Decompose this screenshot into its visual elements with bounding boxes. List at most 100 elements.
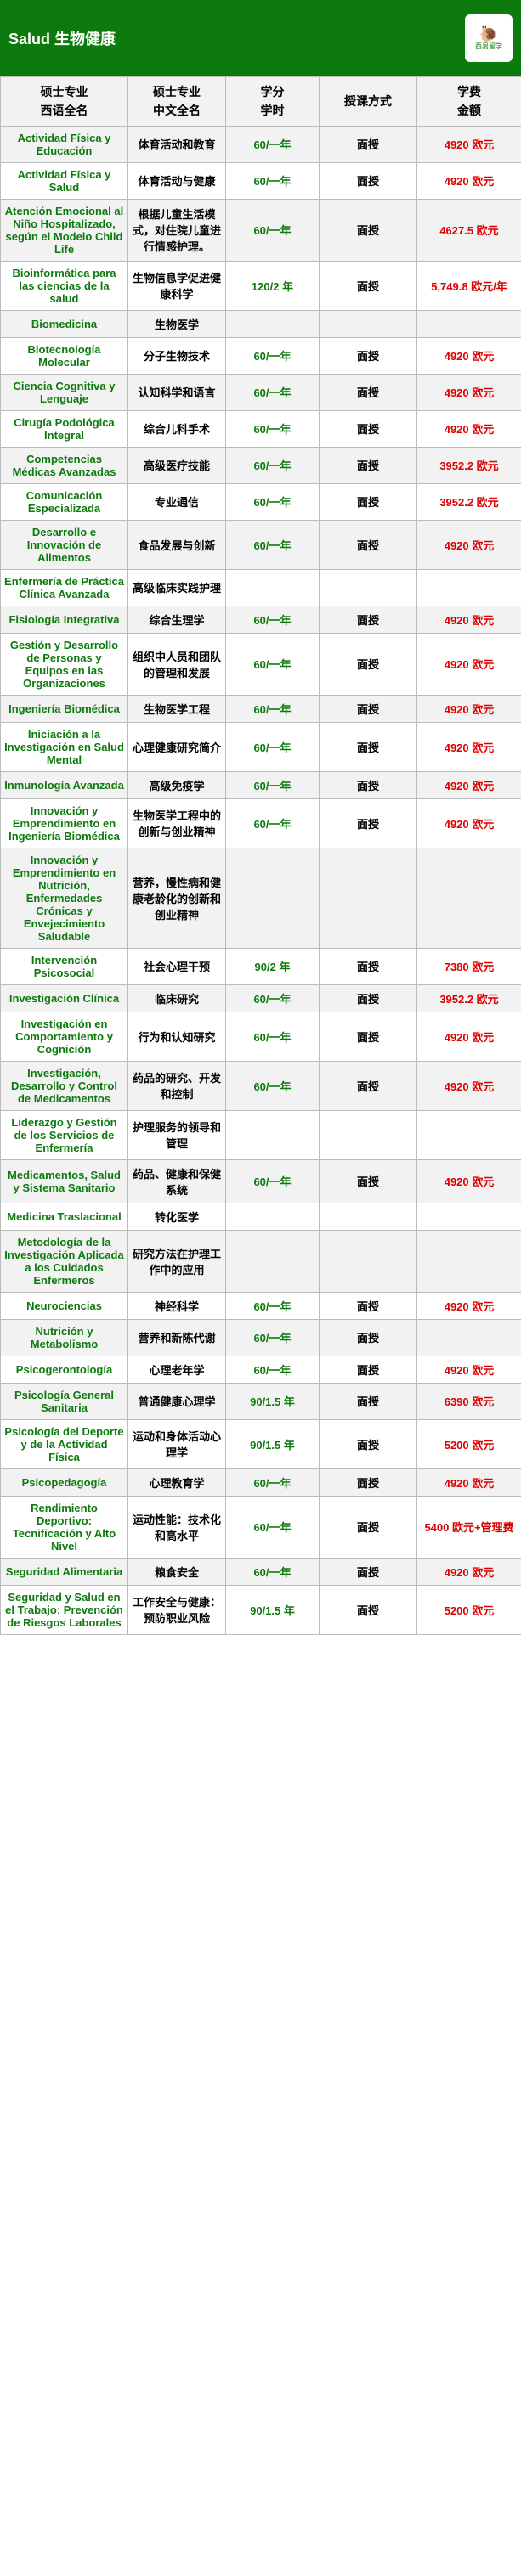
cell-spanish: Inmunología Avanzada xyxy=(1,771,128,798)
header-title: Salud 生物健康 xyxy=(8,27,116,49)
table-row: Psicología General Sanitaria普通健康心理学90/1.… xyxy=(1,1383,521,1419)
cell-spanish: Desarrollo e Innovación de Alimentos xyxy=(1,520,128,569)
cell-chinese: 体育活动与健康 xyxy=(128,162,226,199)
cell-credits: 60/一年 xyxy=(226,1468,320,1496)
table-row: Psicología del Deporte y de la Actividad… xyxy=(1,1419,521,1468)
cell-mode: 面授 xyxy=(320,1061,417,1110)
cell-credits: 60/一年 xyxy=(226,126,320,162)
cell-chinese: 临床研究 xyxy=(128,984,226,1012)
cell-credits: 60/一年 xyxy=(226,695,320,722)
col-spanish-name: 硕士专业 西语全名 xyxy=(1,77,128,127)
cell-tuition xyxy=(417,1230,521,1292)
cell-spanish: Nutrición y Metabolismo xyxy=(1,1319,128,1356)
cell-mode: 面授 xyxy=(320,1585,417,1634)
cell-spanish: Competencias Médicas Avanzadas xyxy=(1,447,128,483)
cell-chinese: 运动和身体活动心理学 xyxy=(128,1419,226,1468)
cell-mode: 面授 xyxy=(320,606,417,633)
cell-chinese: 高级免疫学 xyxy=(128,771,226,798)
cell-spanish: Medicamentos, Salud y Sistema Sanitario xyxy=(1,1159,128,1203)
cell-tuition: 5,749.8 欧元/年 xyxy=(417,261,521,310)
table-row: Competencias Médicas Avanzadas高级医疗技能60/一… xyxy=(1,447,521,483)
cell-credits: 60/一年 xyxy=(226,1558,320,1585)
table-row: Liderazgo y Gestión de los Servicios de … xyxy=(1,1110,521,1159)
table-row: Iniciación a la Investigación en Salud M… xyxy=(1,722,521,771)
table-row: Ciencia Cognitiva y Lenguaje认知科学和语言60/一年… xyxy=(1,374,521,410)
cell-spanish: Comunicación Especializada xyxy=(1,483,128,520)
cell-tuition: 6390 欧元 xyxy=(417,1383,521,1419)
page-header: Salud 生物健康 🐌 西易留学 xyxy=(0,0,521,76)
cell-mode: 面授 xyxy=(320,261,417,310)
cell-chinese: 生物医学 xyxy=(128,310,226,337)
cell-mode: 面授 xyxy=(320,1383,417,1419)
table-row: Investigación en Comportamiento y Cognic… xyxy=(1,1012,521,1061)
cell-chinese: 综合生理学 xyxy=(128,606,226,633)
cell-chinese: 行为和认知研究 xyxy=(128,1012,226,1061)
cell-mode: 面授 xyxy=(320,695,417,722)
cell-credits: 60/一年 xyxy=(226,1319,320,1356)
cell-mode: 面授 xyxy=(320,520,417,569)
cell-spanish: Rendimiento Deportivo: Tecnificación y A… xyxy=(1,1496,128,1558)
cell-mode: 面授 xyxy=(320,633,417,695)
cell-chinese: 转化医学 xyxy=(128,1203,226,1230)
cell-spanish: Neurociencias xyxy=(1,1292,128,1319)
table-header-row: 硕士专业 西语全名 硕士专业 中文全名 学分 学时 授课方式 学费 金额 xyxy=(1,77,521,127)
cell-credits: 60/一年 xyxy=(226,633,320,695)
table-row: Medicina Traslacional转化医学 xyxy=(1,1203,521,1230)
table-row: Metodología de la Investigación Aplicada… xyxy=(1,1230,521,1292)
table-row: Gestión y Desarrollo de Personas y Equip… xyxy=(1,633,521,695)
cell-spanish: Medicina Traslacional xyxy=(1,1203,128,1230)
cell-spanish: Bioinformática para las ciencias de la s… xyxy=(1,261,128,310)
cell-spanish: Metodología de la Investigación Aplicada… xyxy=(1,1230,128,1292)
cell-mode: 面授 xyxy=(320,337,417,374)
cell-mode: 面授 xyxy=(320,162,417,199)
cell-tuition: 5200 欧元 xyxy=(417,1419,521,1468)
cell-mode: 面授 xyxy=(320,722,417,771)
cell-spanish: Investigación en Comportamiento y Cognic… xyxy=(1,1012,128,1061)
cell-chinese: 认知科学和语言 xyxy=(128,374,226,410)
cell-mode: 面授 xyxy=(320,374,417,410)
cell-chinese: 食品发展与创新 xyxy=(128,520,226,569)
cell-spanish: Liderazgo y Gestión de los Servicios de … xyxy=(1,1110,128,1159)
table-row: Enfermería de Práctica Clínica Avanzada高… xyxy=(1,569,521,606)
table-row: Nutrición y Metabolismo营养和新陈代谢60/一年面授 xyxy=(1,1319,521,1356)
col-mode: 授课方式 xyxy=(320,77,417,127)
cell-credits: 60/一年 xyxy=(226,1496,320,1558)
cell-credits xyxy=(226,569,320,606)
cell-mode xyxy=(320,1203,417,1230)
cell-credits xyxy=(226,1203,320,1230)
table-row: Comunicación Especializada专业通信60/一年面授395… xyxy=(1,483,521,520)
cell-mode xyxy=(320,1230,417,1292)
cell-chinese: 社会心理干预 xyxy=(128,948,226,984)
cell-mode: 面授 xyxy=(320,1468,417,1496)
cell-credits: 60/一年 xyxy=(226,1159,320,1203)
cell-tuition: 4920 欧元 xyxy=(417,1468,521,1496)
table-row: Investigación Clínica临床研究60/一年面授3952.2 欧… xyxy=(1,984,521,1012)
cell-mode: 面授 xyxy=(320,199,417,261)
cell-credits: 120/2 年 xyxy=(226,261,320,310)
cell-mode: 面授 xyxy=(320,1012,417,1061)
cell-chinese: 组织中人员和团队的管理和发展 xyxy=(128,633,226,695)
table-row: Seguridad Alimentaria粮食安全60/一年面授4920 欧元 xyxy=(1,1558,521,1585)
cell-credits: 60/一年 xyxy=(226,722,320,771)
cell-chinese: 生物信息学促进健康科学 xyxy=(128,261,226,310)
cell-credits: 90/1.5 年 xyxy=(226,1419,320,1468)
col-chinese-name: 硕士专业 中文全名 xyxy=(128,77,226,127)
cell-spanish: Iniciación a la Investigación en Salud M… xyxy=(1,722,128,771)
cell-credits: 60/一年 xyxy=(226,447,320,483)
cell-tuition xyxy=(417,1319,521,1356)
cell-credits xyxy=(226,848,320,948)
cell-chinese: 根据儿童生活模式，对住院儿童进行情感护理。 xyxy=(128,199,226,261)
table-row: Rendimiento Deportivo: Tecnificación y A… xyxy=(1,1496,521,1558)
programs-table: 硕士专业 西语全名 硕士专业 中文全名 学分 学时 授课方式 学费 金额 Act… xyxy=(0,76,521,1635)
cell-tuition: 3952.2 欧元 xyxy=(417,984,521,1012)
cell-tuition xyxy=(417,1110,521,1159)
cell-credits: 90/1.5 年 xyxy=(226,1585,320,1634)
cell-credits xyxy=(226,1230,320,1292)
cell-tuition: 4627.5 欧元 xyxy=(417,199,521,261)
table-row: Actividad Física y Educación体育活动和教育60/一年… xyxy=(1,126,521,162)
table-row: Psicogerontología心理老年学60/一年面授4920 欧元 xyxy=(1,1356,521,1383)
cell-mode: 面授 xyxy=(320,798,417,848)
table-row: Fisiología Integrativa综合生理学60/一年面授4920 欧… xyxy=(1,606,521,633)
table-row: Ingeniería Biomédica生物医学工程60/一年面授4920 欧元 xyxy=(1,695,521,722)
cell-credits: 60/一年 xyxy=(226,984,320,1012)
